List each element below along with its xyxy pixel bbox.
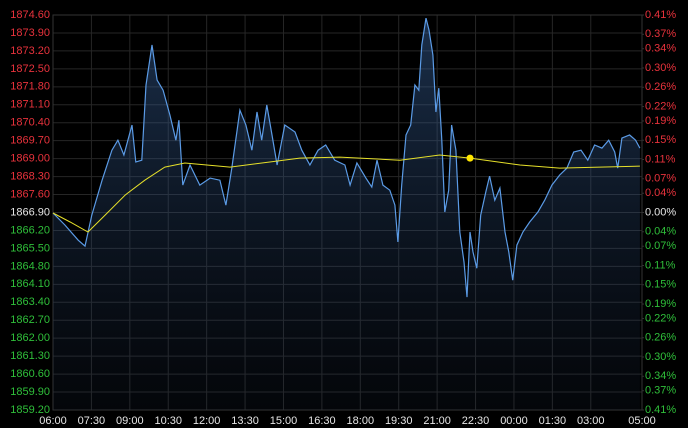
y2-tick-label: 0.07% [645,240,676,252]
y2-tick-label: 0.41% [645,9,676,21]
y-tick-label: 1859.20 [10,404,50,416]
y-tick-label: 1859.90 [10,386,50,398]
y-tick-label: 1874.60 [10,9,50,21]
x-tick-label: 07:30 [78,415,106,427]
x-tick-label: 09:00 [116,415,144,427]
y2-tick-label: 0.00% [645,206,676,218]
x-tick-label: 16:30 [308,415,336,427]
x-tick-label: 00:00 [500,415,528,427]
x-tick-label: 01:30 [539,415,567,427]
x-tick-label: 03:00 [577,415,605,427]
y-tick-label: 1868.30 [10,170,50,182]
y2-tick-label: 0.19% [645,298,676,310]
price-line [52,17,641,298]
y-tick-label: 1871.10 [10,99,50,111]
y2-tick-label: 0.15% [645,279,676,291]
y2-tick-label: 0.11% [645,153,676,165]
price-area [53,18,640,410]
x-tick-label: 19:30 [385,415,413,427]
y-tick-label: 1869.70 [10,135,50,147]
y2-tick-label: 0.04% [645,226,676,238]
x-tick-label: 13:30 [231,415,259,427]
y-tick-label: 1861.30 [10,350,50,362]
y-tick-label: 1873.20 [10,45,50,57]
y2-tick-label: 0.34% [645,43,676,55]
y2-tick-label: 0.30% [645,351,676,363]
x-tick-label: 05:00 [628,415,656,427]
y-tick-label: 1866.20 [10,224,50,236]
y-tick-label: 1870.40 [10,117,50,129]
y-tick-label: 1862.00 [10,332,50,344]
y2-tick-label: 0.34% [645,370,676,382]
y-tick-label: 1865.50 [10,242,50,254]
x-tick-label: 12:00 [193,415,221,427]
y-tick-label: 1862.70 [10,314,50,326]
x-tick-label: 10:30 [154,415,182,427]
y2-tick-label: 0.22% [645,312,676,324]
y-tick-label: 1871.80 [10,81,50,93]
y2-tick-label: 0.41% [645,404,676,416]
y2-tick-label: 0.37% [645,28,676,40]
x-tick-label: 18:00 [347,415,375,427]
x-tick-label: 22:30 [462,415,490,427]
y-tick-label: 1867.60 [10,188,50,200]
y2-tick-label: 0.30% [645,62,676,74]
y2-tick-label: 0.26% [645,332,676,344]
y-tick-label: 1864.80 [10,260,50,272]
x-tick-label: 06:00 [39,415,67,427]
y2-tick-label: 0.15% [645,134,676,146]
y2-tick-label: 0.19% [645,115,676,127]
x-tick-label: 15:00 [270,415,298,427]
y2-tick-label: 0.37% [645,385,676,397]
y-tick-label: 1863.40 [10,296,50,308]
y-tick-label: 1869.00 [10,153,50,165]
cursor-marker [466,154,474,162]
y-tick-label: 1872.50 [10,63,50,75]
x-tick-label: 21:00 [423,415,451,427]
y2-tick-label: 0.04% [645,187,676,199]
average-line [52,154,640,233]
y2-tick-label: 0.22% [645,100,676,112]
y-tick-label: 1864.10 [10,278,50,290]
y-tick-label: 1873.90 [10,27,50,39]
y2-tick-label: 0.26% [645,81,676,93]
y2-tick-label: 0.11% [645,259,676,271]
y2-tick-label: 0.07% [645,173,676,185]
y-tick-label: 1866.90 [10,206,50,218]
y-tick-label: 1860.60 [10,368,50,380]
